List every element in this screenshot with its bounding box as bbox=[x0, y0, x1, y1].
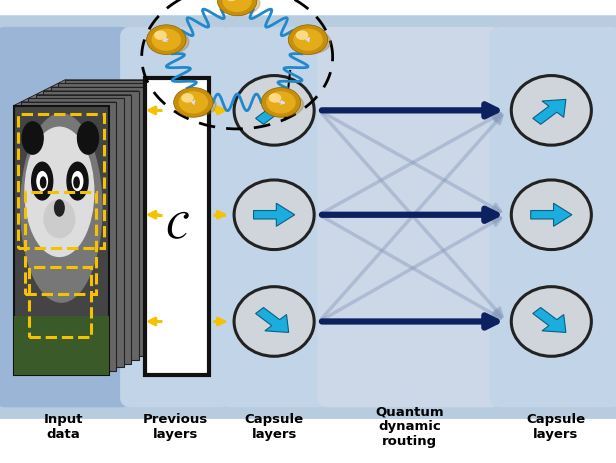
FancyArrow shape bbox=[533, 308, 566, 333]
Text: Input
data: Input data bbox=[43, 412, 83, 440]
FancyBboxPatch shape bbox=[317, 28, 502, 407]
FancyBboxPatch shape bbox=[219, 28, 330, 407]
Text: Capsule
layers: Capsule layers bbox=[527, 412, 585, 440]
Circle shape bbox=[288, 26, 328, 56]
Polygon shape bbox=[21, 99, 124, 103]
Circle shape bbox=[293, 30, 323, 52]
Bar bbox=[18, 114, 105, 249]
Ellipse shape bbox=[25, 128, 94, 257]
Ellipse shape bbox=[44, 200, 75, 238]
Polygon shape bbox=[36, 92, 43, 364]
Bar bbox=[25, 193, 96, 294]
FancyArrow shape bbox=[531, 204, 572, 227]
Bar bbox=[51, 88, 146, 357]
FancyArrow shape bbox=[254, 204, 294, 227]
Polygon shape bbox=[21, 99, 28, 371]
Polygon shape bbox=[51, 84, 58, 357]
Ellipse shape bbox=[511, 76, 591, 146]
Circle shape bbox=[261, 88, 301, 118]
Circle shape bbox=[147, 26, 186, 56]
Circle shape bbox=[174, 88, 213, 118]
Ellipse shape bbox=[177, 94, 216, 117]
Circle shape bbox=[152, 30, 181, 52]
Bar bbox=[29, 268, 91, 338]
Ellipse shape bbox=[37, 172, 47, 191]
Ellipse shape bbox=[291, 31, 331, 55]
FancyBboxPatch shape bbox=[0, 28, 132, 407]
Ellipse shape bbox=[72, 172, 83, 191]
Polygon shape bbox=[58, 81, 65, 353]
Ellipse shape bbox=[31, 163, 53, 200]
Polygon shape bbox=[36, 92, 139, 95]
Circle shape bbox=[269, 94, 282, 103]
FancyArrow shape bbox=[256, 100, 289, 125]
Ellipse shape bbox=[511, 287, 591, 357]
Ellipse shape bbox=[221, 0, 260, 16]
Ellipse shape bbox=[55, 200, 64, 217]
Circle shape bbox=[266, 92, 296, 114]
FancyBboxPatch shape bbox=[120, 28, 231, 407]
Polygon shape bbox=[58, 81, 161, 84]
Polygon shape bbox=[43, 88, 51, 360]
FancyArrow shape bbox=[533, 100, 566, 125]
Polygon shape bbox=[51, 84, 153, 88]
Polygon shape bbox=[43, 88, 146, 92]
FancyBboxPatch shape bbox=[0, 16, 616, 419]
FancyArrow shape bbox=[256, 308, 289, 333]
Ellipse shape bbox=[511, 181, 591, 250]
Text: Capsule
layers: Capsule layers bbox=[245, 412, 304, 440]
Bar bbox=[65, 81, 161, 349]
Polygon shape bbox=[14, 103, 116, 106]
Ellipse shape bbox=[22, 123, 43, 155]
Bar bbox=[36, 95, 131, 364]
Ellipse shape bbox=[264, 94, 304, 117]
FancyBboxPatch shape bbox=[490, 28, 616, 407]
Polygon shape bbox=[14, 103, 21, 375]
Bar bbox=[14, 106, 109, 375]
Ellipse shape bbox=[234, 76, 314, 146]
Polygon shape bbox=[28, 95, 131, 99]
Polygon shape bbox=[28, 95, 36, 368]
Ellipse shape bbox=[234, 181, 314, 250]
Ellipse shape bbox=[150, 31, 189, 55]
Text: Quantum
dynamic
routing: Quantum dynamic routing bbox=[375, 405, 444, 447]
Ellipse shape bbox=[74, 178, 79, 188]
Text: Previous
layers: Previous layers bbox=[143, 412, 208, 440]
Text: $\mathcal{C}$: $\mathcal{C}$ bbox=[164, 208, 190, 245]
Ellipse shape bbox=[41, 178, 46, 188]
Circle shape bbox=[225, 0, 238, 2]
Ellipse shape bbox=[78, 123, 99, 155]
Bar bbox=[43, 92, 139, 360]
Ellipse shape bbox=[21, 114, 102, 302]
Bar bbox=[21, 103, 116, 371]
Ellipse shape bbox=[234, 287, 314, 357]
Circle shape bbox=[181, 94, 194, 103]
Bar bbox=[58, 84, 153, 353]
Circle shape bbox=[154, 31, 167, 41]
Bar bbox=[28, 99, 124, 368]
Circle shape bbox=[179, 92, 208, 114]
Circle shape bbox=[296, 31, 309, 41]
Bar bbox=[14, 316, 109, 375]
Circle shape bbox=[217, 0, 257, 17]
Ellipse shape bbox=[67, 163, 88, 200]
Bar bbox=[145, 79, 209, 375]
Circle shape bbox=[222, 0, 252, 13]
